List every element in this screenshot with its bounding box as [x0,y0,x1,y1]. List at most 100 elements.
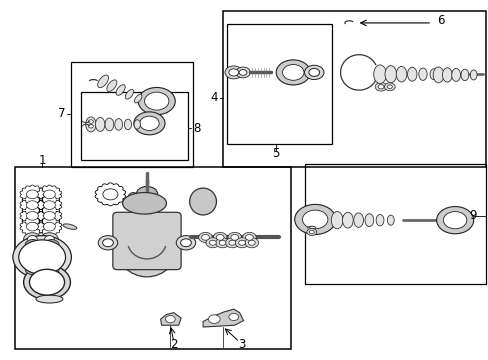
Circle shape [235,238,248,248]
Ellipse shape [386,215,393,225]
Circle shape [308,68,319,76]
Ellipse shape [95,117,105,131]
Circle shape [377,85,383,89]
Circle shape [43,212,55,220]
Ellipse shape [25,239,37,247]
Circle shape [436,207,473,234]
Circle shape [304,65,324,80]
Ellipse shape [189,188,216,215]
Circle shape [201,234,209,240]
Circle shape [239,69,246,75]
Text: 9: 9 [468,210,475,222]
Circle shape [88,125,93,128]
Ellipse shape [418,68,427,80]
Ellipse shape [107,80,117,91]
Circle shape [228,314,238,320]
Circle shape [248,240,255,245]
Circle shape [216,234,224,240]
Circle shape [282,64,304,80]
Ellipse shape [429,69,436,80]
Circle shape [136,186,158,202]
Circle shape [244,238,258,248]
Ellipse shape [47,239,59,247]
Text: 2: 2 [170,338,177,351]
Ellipse shape [36,295,63,303]
Text: 4: 4 [210,91,217,104]
Circle shape [302,210,327,229]
Circle shape [29,269,64,295]
Ellipse shape [115,212,178,277]
Ellipse shape [442,68,451,82]
Circle shape [209,240,216,245]
Ellipse shape [451,68,460,81]
Bar [15,167,290,348]
Circle shape [205,238,219,248]
Ellipse shape [124,119,131,130]
Circle shape [102,239,113,247]
Text: 5: 5 [272,147,279,159]
Circle shape [98,235,118,250]
Bar [71,62,193,167]
Circle shape [235,67,250,78]
Ellipse shape [375,215,383,226]
Ellipse shape [432,67,443,83]
Circle shape [134,112,164,135]
Circle shape [176,235,195,250]
Circle shape [219,240,225,245]
Ellipse shape [122,193,166,214]
Circle shape [88,120,93,123]
Circle shape [242,232,256,242]
Polygon shape [160,313,181,325]
Ellipse shape [115,118,122,130]
Ellipse shape [85,117,96,132]
Circle shape [374,82,386,91]
Circle shape [43,222,55,231]
Bar [81,92,188,160]
Circle shape [227,232,241,242]
Circle shape [228,69,238,76]
Circle shape [27,235,37,243]
Circle shape [294,204,335,234]
Ellipse shape [353,213,363,227]
Circle shape [19,240,65,274]
Ellipse shape [330,212,342,229]
Ellipse shape [373,65,386,84]
Bar [227,24,331,144]
Polygon shape [203,309,243,327]
Bar [222,12,485,167]
Circle shape [180,239,191,247]
Circle shape [276,60,310,85]
Circle shape [27,246,57,268]
Circle shape [44,235,54,243]
Ellipse shape [47,267,59,275]
Ellipse shape [407,67,416,81]
Ellipse shape [134,120,140,129]
FancyBboxPatch shape [113,212,181,270]
Circle shape [144,92,168,110]
Ellipse shape [469,70,476,80]
Circle shape [26,222,38,231]
Text: 6: 6 [436,14,444,27]
Ellipse shape [460,69,468,81]
Circle shape [238,240,245,245]
Circle shape [23,233,41,246]
Ellipse shape [25,267,37,275]
Circle shape [224,66,242,79]
Text: 7: 7 [58,107,65,120]
Circle shape [306,228,316,235]
Circle shape [86,123,95,130]
Text: 1: 1 [39,154,46,167]
Ellipse shape [134,94,142,103]
Circle shape [26,201,38,210]
Circle shape [140,116,159,131]
Circle shape [26,190,38,199]
Circle shape [225,238,239,248]
Ellipse shape [395,67,406,82]
Circle shape [245,234,253,240]
Text: 8: 8 [193,122,200,135]
Bar [305,164,485,284]
Circle shape [86,118,95,125]
Circle shape [23,265,70,300]
Ellipse shape [116,85,125,95]
Ellipse shape [63,224,77,229]
